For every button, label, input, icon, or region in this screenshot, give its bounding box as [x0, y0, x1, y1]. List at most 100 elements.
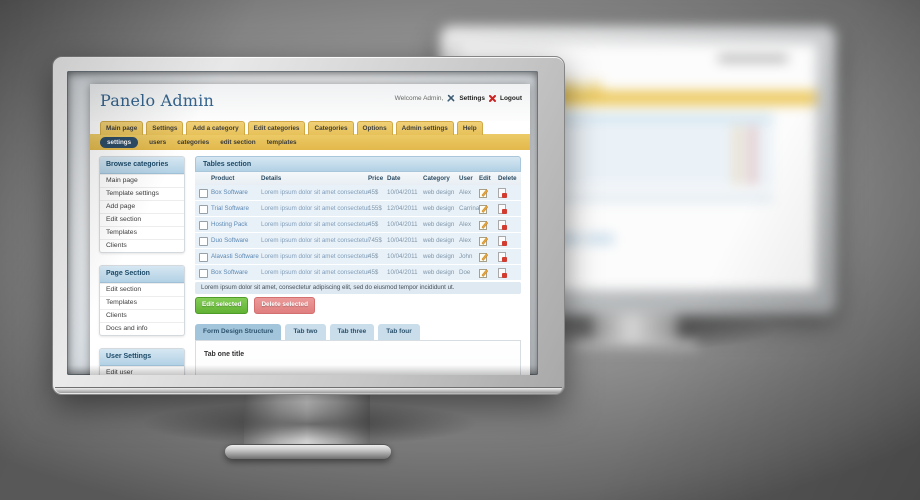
tab-options[interactable]: Options — [356, 121, 393, 135]
row-checkbox[interactable] — [199, 205, 208, 214]
red-x-icon — [488, 94, 496, 102]
row-date: 10/04/2011 — [387, 189, 418, 196]
sidebar-item-edit-section[interactable]: Edit section — [100, 283, 184, 296]
edit-icon[interactable] — [479, 268, 489, 278]
edit-icon[interactable] — [479, 236, 489, 246]
tab-edit-categories[interactable]: Edit categories — [247, 121, 306, 135]
delete-icon[interactable] — [498, 204, 507, 214]
page-header: Panelo Admin Welcome Admin, Settings Log… — [90, 84, 530, 121]
row-price: 45$ — [368, 269, 379, 276]
subnav-templates[interactable]: templates — [266, 138, 297, 146]
edit-icon[interactable] — [479, 188, 489, 198]
col-category: Category — [423, 175, 450, 182]
sidebar-item-templates[interactable]: Templates — [100, 226, 184, 239]
product-link[interactable]: Hosting Pack — [211, 221, 248, 228]
row-details: Lorem ipsum dolor sit amet consectetur — [261, 253, 370, 260]
product-link[interactable]: Trial Software — [211, 205, 249, 212]
row-details: Lorem ipsum dolor sit amet consectetur — [261, 189, 370, 196]
edit-icon[interactable] — [479, 220, 489, 230]
sidebar-item-main-page[interactable]: Main page — [100, 174, 184, 187]
monitor: Panelo Admin Welcome Admin, Settings Log… — [52, 56, 565, 395]
delete-selected-button[interactable]: Delete selected — [254, 297, 315, 314]
tab-four[interactable]: Tab four — [378, 324, 420, 340]
sidebar-section-title: Browse categories — [100, 157, 184, 174]
tab-settings[interactable]: Settings — [146, 121, 184, 135]
delete-icon[interactable] — [498, 268, 507, 278]
tab-help[interactable]: Help — [456, 121, 483, 135]
sidebar-item-template-settings[interactable]: Template settings — [100, 187, 184, 200]
tab-categories[interactable]: Categories — [308, 121, 354, 135]
crossed-tools-icon — [447, 94, 455, 102]
row-user: Carrina — [459, 205, 480, 212]
subnav-settings-active[interactable]: settings — [100, 136, 139, 148]
sidebar-box-user-settings: User Settings Edit user — [99, 348, 185, 375]
row-details: Lorem ipsum dolor sit amet consectetur — [261, 269, 370, 276]
delete-icon[interactable] — [498, 236, 507, 246]
row-price: 45$ — [368, 189, 379, 196]
delete-icon[interactable] — [498, 252, 507, 262]
sidebar-section-title: Page Section — [100, 266, 184, 283]
tab-two[interactable]: Tab two — [285, 324, 326, 340]
col-edit: Edit — [479, 175, 491, 182]
row-price: 745$ — [368, 237, 382, 244]
tab-add-a-category[interactable]: Add a category — [186, 121, 245, 135]
row-details: Lorem ipsum dolor sit amet consectetur — [261, 221, 370, 228]
row-category: web design — [423, 237, 455, 244]
sidebar-item-add-page[interactable]: Add page — [100, 200, 184, 213]
table-actions: Edit selected Delete selected — [195, 297, 315, 314]
sidebar-item-clients[interactable]: Clients — [100, 239, 184, 252]
col-details: Details — [261, 175, 282, 182]
table-row: Hosting Pack Lorem ipsum dolor sit amet … — [195, 217, 521, 232]
delete-icon[interactable] — [498, 220, 507, 230]
row-date: 10/04/2011 — [387, 221, 418, 228]
logout-link[interactable]: Logout — [499, 94, 522, 102]
edit-icon[interactable] — [479, 204, 489, 214]
subnav-users[interactable]: users — [149, 138, 167, 146]
row-checkbox[interactable] — [199, 237, 208, 246]
row-category: web design — [423, 205, 455, 212]
sidebar-item-edit-user[interactable]: Edit user — [100, 366, 184, 375]
tab-three[interactable]: Tab three — [329, 324, 375, 340]
row-checkbox[interactable] — [199, 269, 208, 278]
sidebar-item-clients[interactable]: Clients — [100, 309, 184, 322]
screen-bottom-shade — [67, 365, 538, 375]
row-user: Alex — [459, 221, 472, 228]
monitor-floor-shadow — [70, 396, 550, 466]
product-link[interactable]: Duo Software — [211, 237, 249, 244]
sidebar-item-edit-section[interactable]: Edit section — [100, 213, 184, 226]
row-user: Alex — [459, 189, 472, 196]
product-link[interactable]: Box Software — [211, 269, 248, 276]
row-category: web design — [423, 221, 455, 228]
row-checkbox[interactable] — [199, 253, 208, 262]
monitor-bottom-lip — [55, 387, 562, 393]
subnav-edit-section[interactable]: edit section — [220, 138, 256, 146]
subnav-categories[interactable]: categories — [177, 138, 210, 146]
col-delete: Delete — [498, 175, 517, 182]
settings-link[interactable]: Settings — [459, 94, 485, 102]
table-row: Box Software Lorem ipsum dolor sit amet … — [195, 185, 521, 200]
product-link[interactable]: Box Software — [211, 189, 248, 196]
admin-page: Panelo Admin Welcome Admin, Settings Log… — [90, 84, 530, 375]
sidebar-item-docs-and-info[interactable]: Docs and info — [100, 322, 184, 335]
col-date: Date — [387, 175, 401, 182]
delete-icon[interactable] — [498, 188, 507, 198]
sidebar-item-templates[interactable]: Templates — [100, 296, 184, 309]
edit-selected-button[interactable]: Edit selected — [195, 297, 249, 314]
tab-form-design-structure[interactable]: Form Design Structure — [195, 324, 282, 340]
tab-admin-settings[interactable]: Admin settings — [395, 121, 454, 135]
product-link[interactable]: Alavasti Software — [211, 253, 259, 260]
table-row: Duo Software Lorem ipsum dolor sit amet … — [195, 233, 521, 248]
background-monitor-base — [574, 342, 698, 352]
content-tabs: Form Design Structure Tab two Tab three … — [195, 324, 420, 340]
tab-main-page[interactable]: Main page — [100, 121, 144, 135]
tab-panel-title: Tab one title — [204, 351, 245, 358]
table-row: Alavasti Software Lorem ipsum dolor sit … — [195, 249, 521, 264]
row-checkbox[interactable] — [199, 189, 208, 198]
main-column: Tables section Product Details Price Dat… — [195, 150, 521, 375]
row-user: Doe — [459, 269, 471, 276]
sidebar-box-browse-categories: Browse categories Main page Template set… — [99, 156, 185, 253]
row-checkbox[interactable] — [199, 221, 208, 230]
row-category: web design — [423, 189, 455, 196]
row-date: 12/04/2011 — [387, 205, 418, 212]
edit-icon[interactable] — [479, 252, 489, 262]
